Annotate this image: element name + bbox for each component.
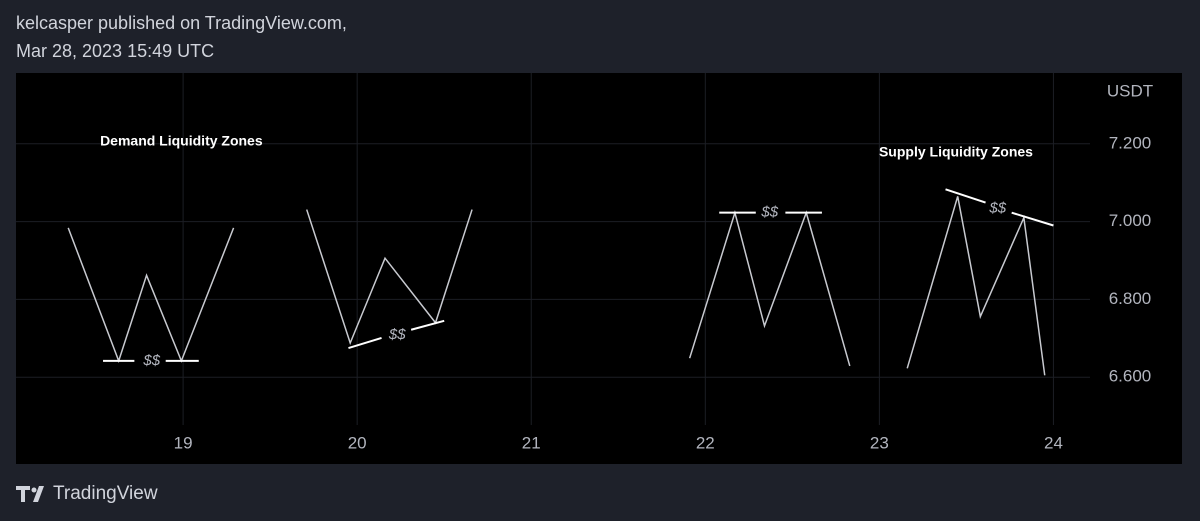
drawing-line <box>410 319 445 331</box>
x-tick-label: 20 <box>348 433 367 452</box>
x-tick-label: 21 <box>522 433 541 452</box>
x-tick-label: 19 <box>174 433 193 452</box>
drawing-line <box>906 196 1046 376</box>
tv-logo <box>16 486 44 502</box>
drawing-line <box>1011 211 1054 227</box>
drawing-line <box>688 209 851 367</box>
price-unit: USDT <box>1107 81 1153 100</box>
annotation: Supply Liquidity Zones <box>879 143 1033 159</box>
drawing-line <box>67 227 235 364</box>
annotation: $$ <box>142 352 160 369</box>
annotation: $$ <box>388 326 406 343</box>
date-line: Mar 28, 2023 15:49 UTC <box>16 41 214 61</box>
annotation: Demand Liquidity Zones <box>100 133 263 149</box>
chart-panel <box>16 73 1182 464</box>
drawing-line <box>945 188 986 204</box>
annotation: $$ <box>988 200 1006 217</box>
drawing-line <box>348 336 382 350</box>
x-tick-label: 24 <box>1044 433 1063 452</box>
brand: TradingView <box>53 483 158 504</box>
annotation: $$ <box>760 204 778 221</box>
author-line: kelcasper published on TradingView.com, <box>16 13 347 33</box>
y-tick-label: 6.800 <box>1109 289 1152 308</box>
x-tick-label: 23 <box>870 433 889 452</box>
drawing-line <box>305 209 473 346</box>
y-tick-label: 7.200 <box>1109 133 1152 152</box>
y-tick-label: 7.000 <box>1109 211 1152 230</box>
y-tick-label: 6.600 <box>1109 367 1152 386</box>
x-tick-label: 22 <box>696 433 715 452</box>
